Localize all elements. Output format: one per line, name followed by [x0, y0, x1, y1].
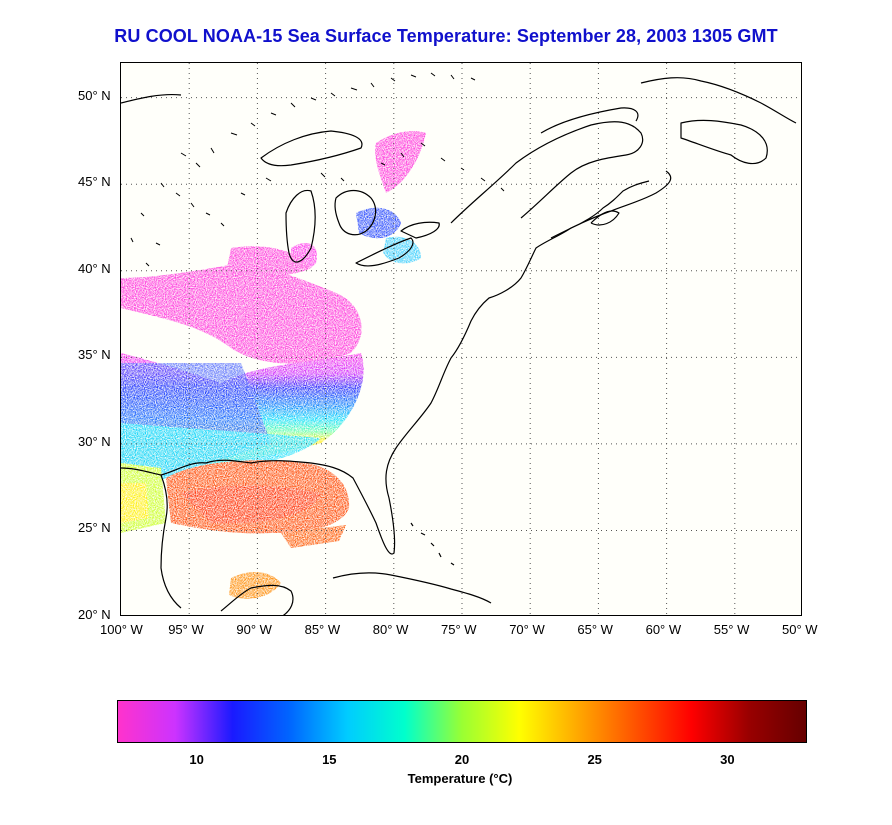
longitude-tick-label: 55° W — [713, 622, 750, 637]
latitude-tick-label: 50° N — [78, 87, 111, 103]
temperature-colorbar — [117, 700, 807, 743]
longitude-tick-label: 60° W — [645, 622, 682, 637]
latitude-tick-label: 25° N — [78, 520, 111, 536]
colorbar-tick-label: 25 — [587, 752, 602, 767]
lake-specks — [130, 72, 505, 267]
longitude-tick-label: 75° W — [441, 622, 477, 637]
coastlines — [121, 77, 797, 615]
longitude-tick-label: 95° W — [168, 622, 204, 637]
map-title: RU COOL NOAA-15 Sea Surface Temperature:… — [114, 26, 778, 46]
longitude-tick-label: 85° W — [304, 622, 341, 637]
longitude-tick-label: 50° W — [782, 622, 818, 637]
map-canvas — [121, 63, 801, 615]
colorbar-tick-label: 10 — [189, 752, 204, 767]
colorbar-tick-label: 30 — [720, 752, 735, 767]
sst-data-layer — [121, 131, 426, 599]
latitude-tick-label: 40° N — [78, 260, 111, 276]
sst-map — [120, 62, 802, 616]
longitude-tick-label: 100° W — [100, 622, 143, 637]
latitude-tick-label: 20° N — [78, 607, 111, 622]
graticule — [121, 63, 801, 615]
longitude-tick-label: 70° W — [509, 622, 545, 637]
colorbar-label: Temperature (°C) — [407, 771, 513, 786]
colorbar-tick-label: 15 — [322, 752, 337, 767]
longitude-tick-label: 90° W — [236, 622, 272, 637]
colorbar-tick-label: 20 — [454, 752, 470, 767]
longitude-tick-label: 80° W — [372, 622, 409, 637]
longitude-tick-label: 65° W — [577, 622, 613, 637]
latitude-tick-label: 45° N — [78, 174, 111, 190]
latitude-tick-label: 30° N — [78, 433, 111, 449]
latitude-tick-label: 35° N — [78, 347, 111, 363]
